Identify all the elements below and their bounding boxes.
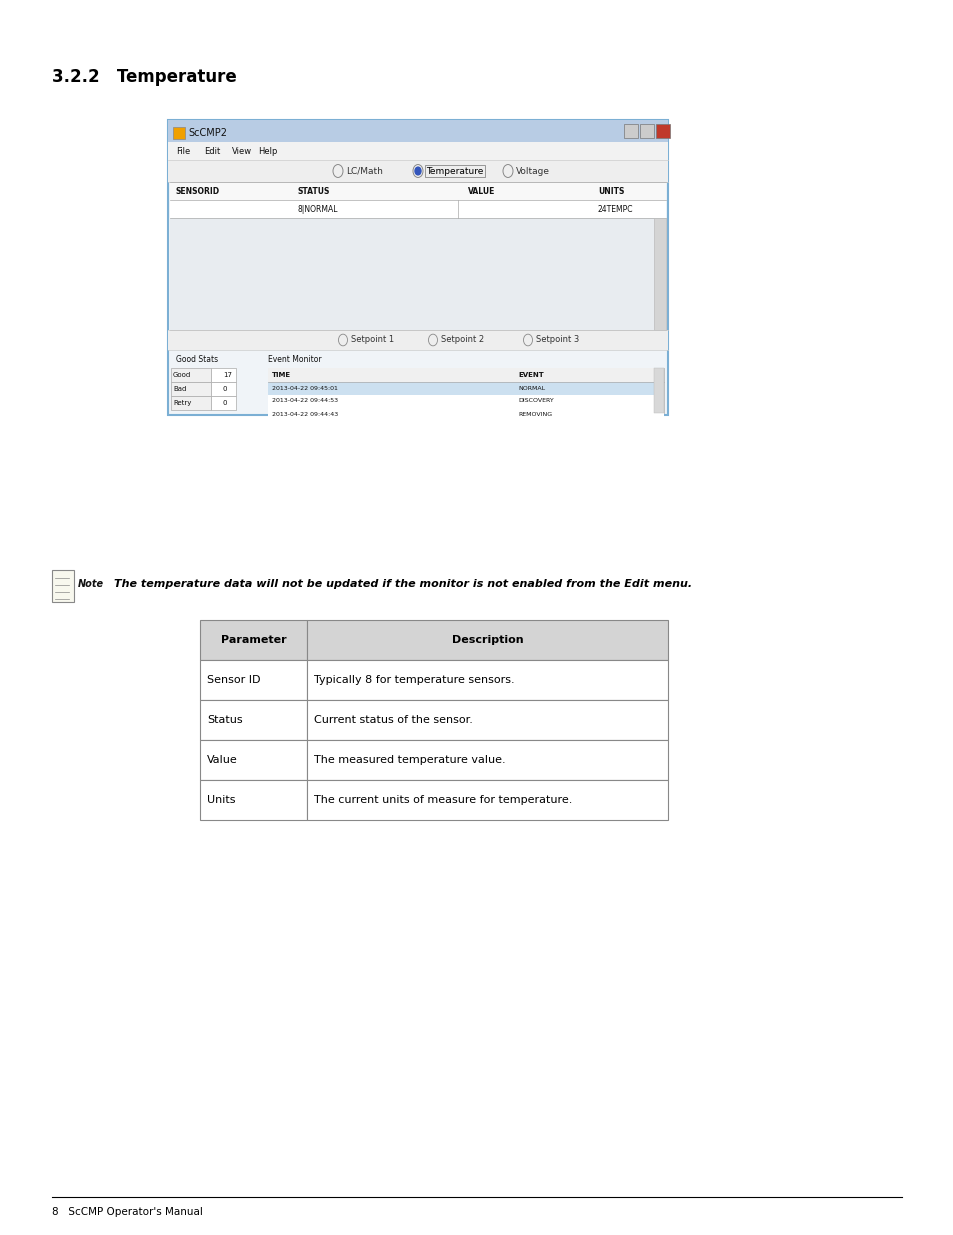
FancyBboxPatch shape bbox=[211, 368, 235, 382]
Text: EVENT: EVENT bbox=[517, 372, 543, 378]
Text: VALUE: VALUE bbox=[468, 186, 495, 195]
FancyBboxPatch shape bbox=[171, 396, 211, 410]
Text: The measured temperature value.: The measured temperature value. bbox=[314, 755, 505, 764]
Text: Good: Good bbox=[172, 372, 191, 378]
Text: Event Monitor: Event Monitor bbox=[268, 356, 321, 364]
FancyBboxPatch shape bbox=[200, 740, 307, 781]
FancyBboxPatch shape bbox=[639, 124, 654, 138]
Text: SENSORID: SENSORID bbox=[175, 186, 220, 195]
FancyBboxPatch shape bbox=[170, 200, 665, 219]
FancyBboxPatch shape bbox=[168, 142, 667, 161]
Text: REMOVING: REMOVING bbox=[517, 411, 552, 416]
FancyBboxPatch shape bbox=[268, 368, 663, 382]
Text: Temperature: Temperature bbox=[426, 167, 483, 175]
FancyBboxPatch shape bbox=[200, 700, 307, 740]
FancyBboxPatch shape bbox=[307, 700, 667, 740]
Text: 8   ScCMP Operator's Manual: 8 ScCMP Operator's Manual bbox=[52, 1207, 203, 1216]
FancyBboxPatch shape bbox=[52, 571, 74, 601]
Text: View: View bbox=[232, 147, 252, 156]
FancyBboxPatch shape bbox=[268, 408, 663, 421]
FancyBboxPatch shape bbox=[171, 368, 211, 382]
FancyBboxPatch shape bbox=[654, 219, 665, 330]
Text: Typically 8 for temperature sensors.: Typically 8 for temperature sensors. bbox=[314, 676, 514, 685]
Text: LC/Math: LC/Math bbox=[346, 167, 382, 175]
FancyBboxPatch shape bbox=[200, 659, 307, 700]
FancyBboxPatch shape bbox=[211, 396, 235, 410]
Text: Setpoint 2: Setpoint 2 bbox=[440, 336, 483, 345]
Text: Good Stats: Good Stats bbox=[175, 356, 218, 364]
FancyBboxPatch shape bbox=[170, 182, 665, 200]
Text: Help: Help bbox=[257, 147, 277, 156]
Text: Note: Note bbox=[78, 579, 104, 589]
Text: Sensor ID: Sensor ID bbox=[207, 676, 260, 685]
FancyBboxPatch shape bbox=[200, 620, 307, 659]
FancyBboxPatch shape bbox=[168, 161, 667, 182]
Text: Edit: Edit bbox=[204, 147, 220, 156]
FancyBboxPatch shape bbox=[170, 219, 665, 330]
FancyBboxPatch shape bbox=[268, 368, 663, 412]
FancyBboxPatch shape bbox=[307, 781, 667, 820]
FancyBboxPatch shape bbox=[168, 120, 667, 142]
Text: Retry: Retry bbox=[172, 400, 192, 406]
Text: Status: Status bbox=[207, 715, 242, 725]
FancyBboxPatch shape bbox=[168, 120, 667, 415]
FancyBboxPatch shape bbox=[623, 124, 638, 138]
Text: DISCOVERY: DISCOVERY bbox=[517, 399, 553, 404]
Text: 0: 0 bbox=[223, 400, 227, 406]
Text: TIME: TIME bbox=[272, 372, 291, 378]
FancyBboxPatch shape bbox=[656, 124, 669, 138]
Text: 3.2.2   Temperature: 3.2.2 Temperature bbox=[52, 68, 236, 86]
Text: Setpoint 3: Setpoint 3 bbox=[536, 336, 578, 345]
FancyBboxPatch shape bbox=[268, 395, 663, 408]
FancyBboxPatch shape bbox=[211, 382, 235, 396]
Text: The temperature data will not be updated if the monitor is not enabled from the : The temperature data will not be updated… bbox=[113, 579, 691, 589]
Text: 2013-04-22 09:44:53: 2013-04-22 09:44:53 bbox=[272, 399, 337, 404]
Text: 0: 0 bbox=[223, 387, 227, 391]
FancyBboxPatch shape bbox=[200, 781, 307, 820]
Text: The current units of measure for temperature.: The current units of measure for tempera… bbox=[314, 795, 572, 805]
Text: Value: Value bbox=[207, 755, 237, 764]
Text: Units: Units bbox=[207, 795, 235, 805]
Text: Parameter: Parameter bbox=[220, 635, 286, 645]
Text: Bad: Bad bbox=[172, 387, 186, 391]
FancyBboxPatch shape bbox=[307, 620, 667, 659]
FancyBboxPatch shape bbox=[168, 330, 667, 350]
Text: Setpoint 1: Setpoint 1 bbox=[351, 336, 394, 345]
FancyBboxPatch shape bbox=[172, 127, 185, 140]
Text: 24TEMPC: 24TEMPC bbox=[598, 205, 633, 214]
Text: 17: 17 bbox=[223, 372, 232, 378]
Text: ScCMP2: ScCMP2 bbox=[188, 128, 227, 138]
FancyBboxPatch shape bbox=[171, 382, 211, 396]
Text: Voltage: Voltage bbox=[516, 167, 550, 175]
Text: Current status of the sensor.: Current status of the sensor. bbox=[314, 715, 473, 725]
Text: NORMAL: NORMAL bbox=[517, 385, 544, 390]
Text: 2013-04-22 09:44:43: 2013-04-22 09:44:43 bbox=[272, 411, 338, 416]
Text: File: File bbox=[175, 147, 190, 156]
Text: Description: Description bbox=[451, 635, 523, 645]
FancyBboxPatch shape bbox=[268, 382, 663, 395]
FancyBboxPatch shape bbox=[654, 368, 663, 412]
Text: UNITS: UNITS bbox=[598, 186, 623, 195]
Text: 2013-04-22 09:45:01: 2013-04-22 09:45:01 bbox=[272, 385, 337, 390]
Circle shape bbox=[415, 167, 420, 175]
Text: 8|NORMAL: 8|NORMAL bbox=[297, 205, 338, 214]
FancyBboxPatch shape bbox=[307, 659, 667, 700]
FancyBboxPatch shape bbox=[307, 740, 667, 781]
Text: STATUS: STATUS bbox=[297, 186, 330, 195]
